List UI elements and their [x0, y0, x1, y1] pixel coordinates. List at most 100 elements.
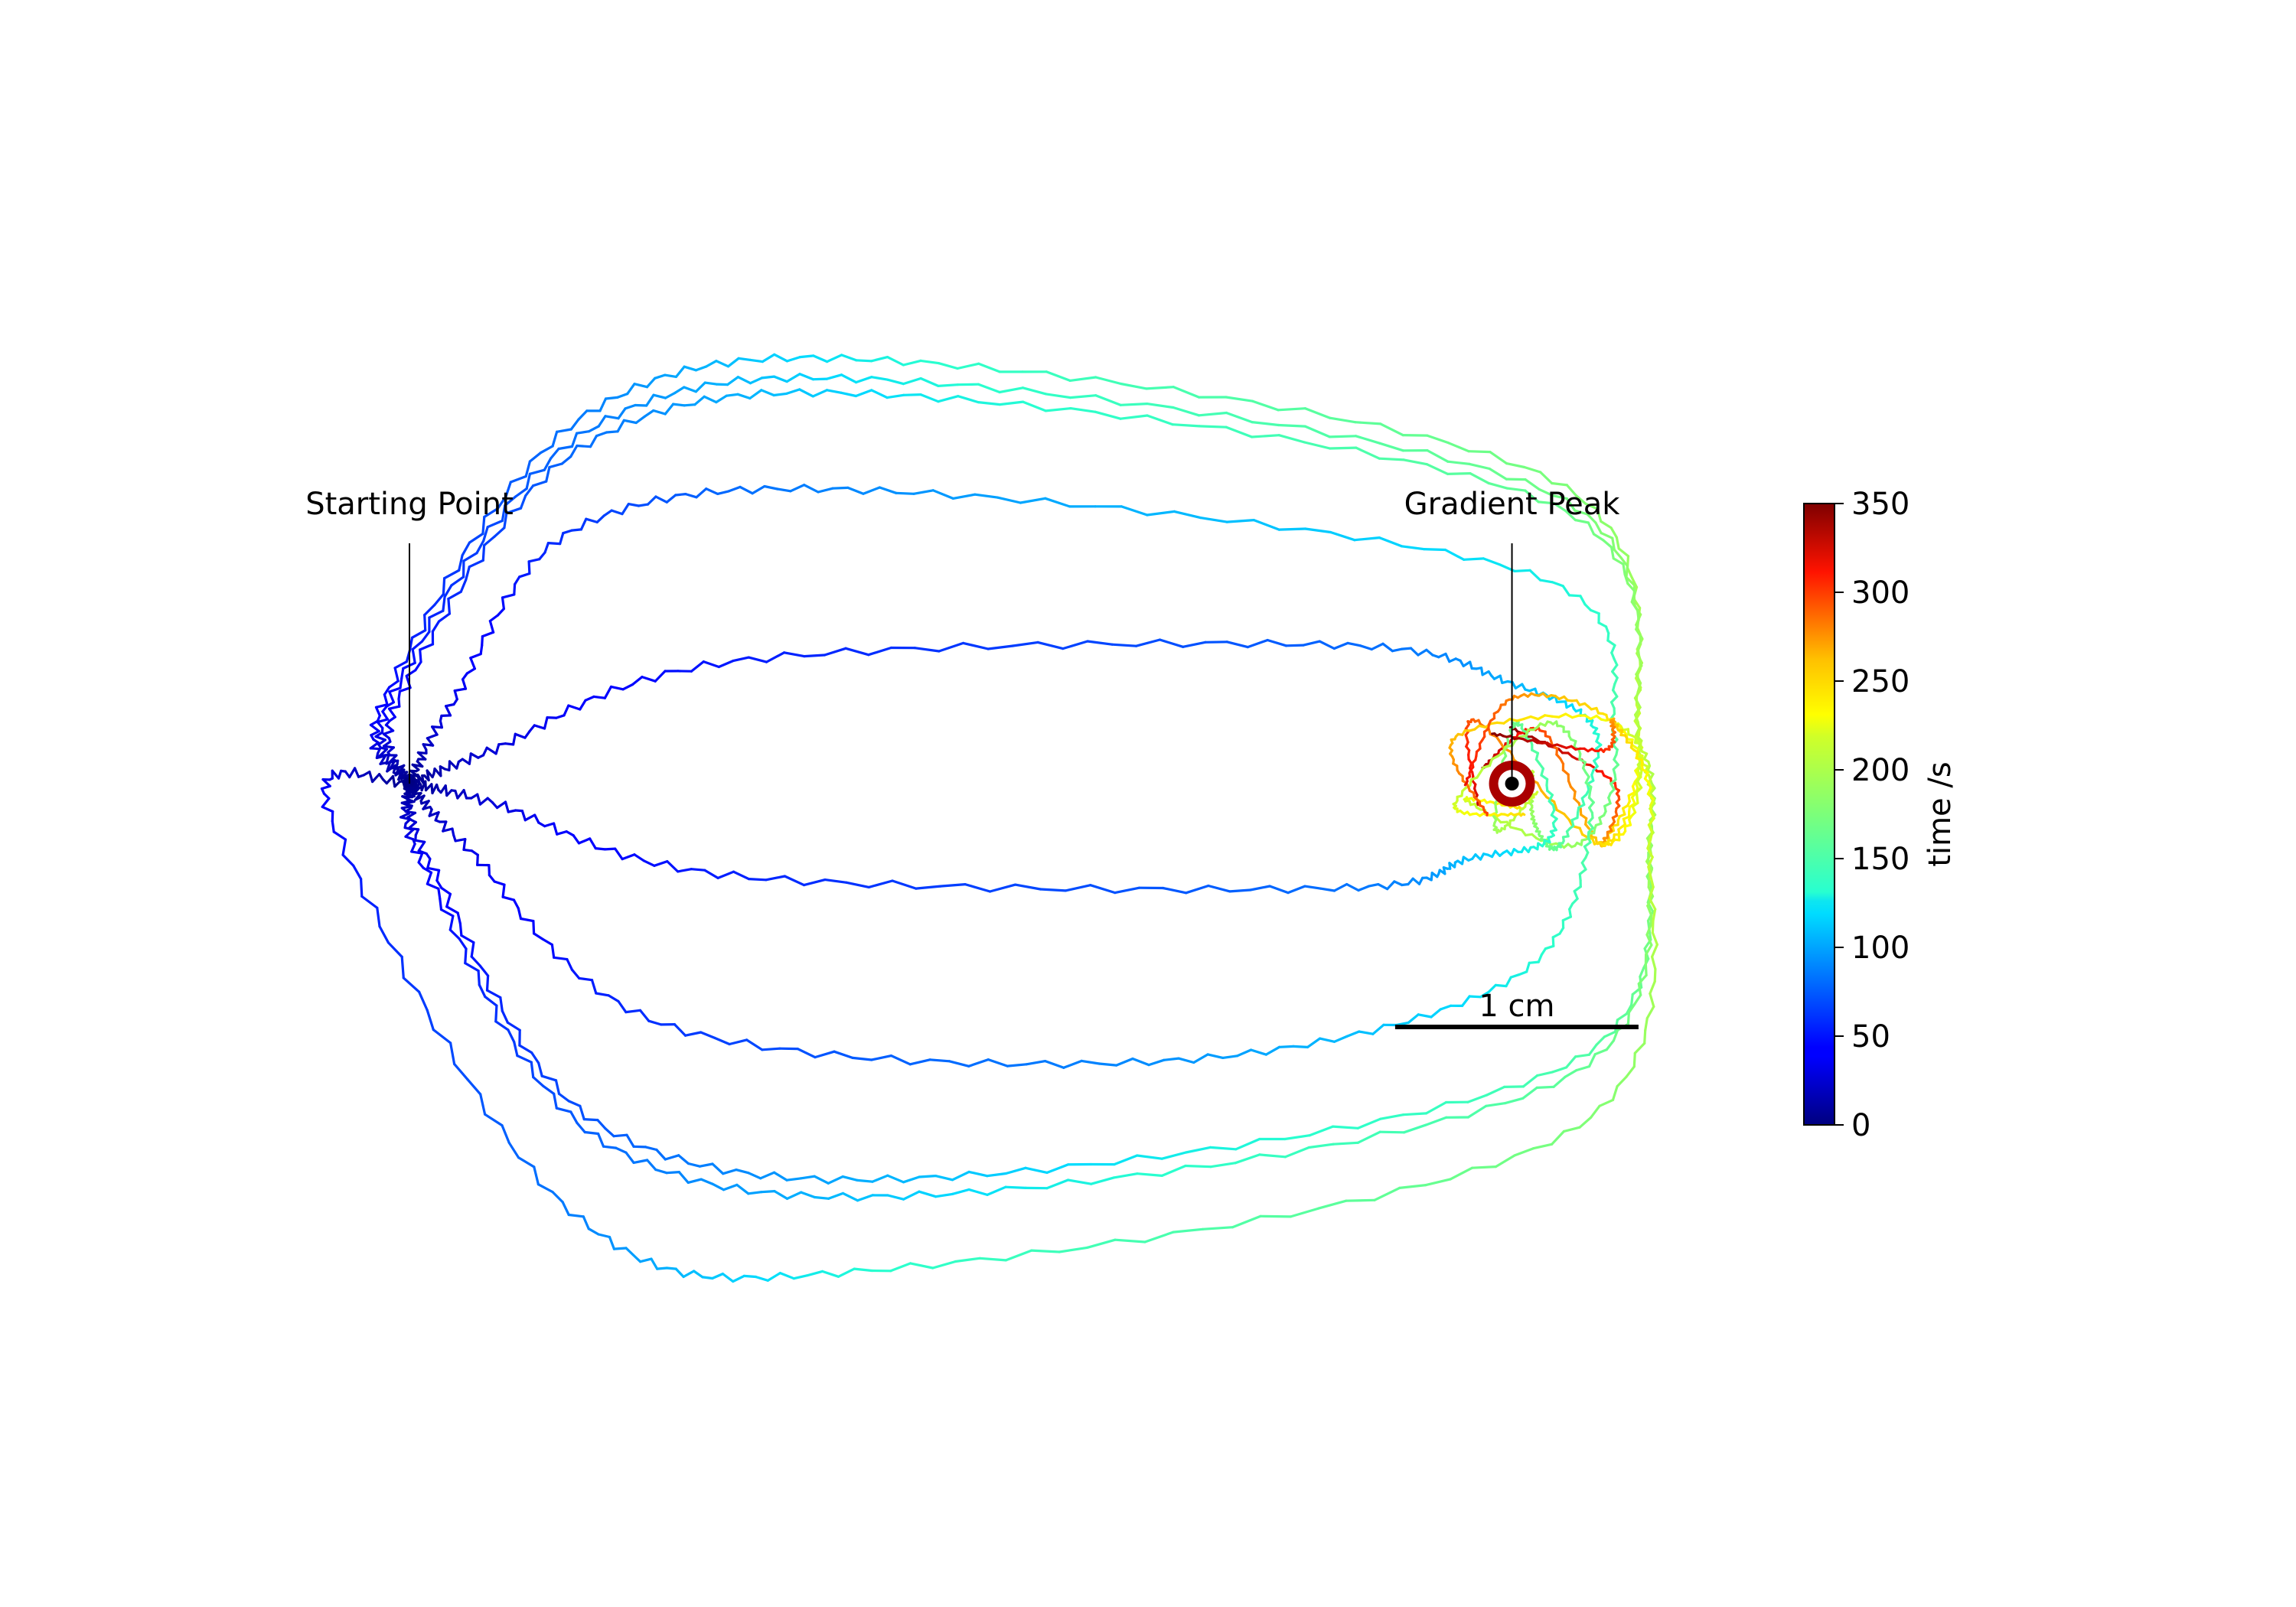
- trajectory-segment: [1505, 478, 1527, 481]
- trajectory-segment: [1551, 581, 1564, 588]
- trajectory-segment: [570, 432, 579, 448]
- trajectory-segment: [376, 718, 390, 724]
- trajectory-segment: [548, 462, 563, 469]
- trajectory-segment: [700, 1031, 716, 1040]
- trajectory-1: [369, 353, 1644, 848]
- trajectory-segment: [519, 917, 535, 923]
- trajectory-segment: [1249, 885, 1271, 892]
- trajectory-segment: [481, 746, 488, 757]
- trajectory-segment: [1651, 919, 1655, 934]
- trajectory-segment: [760, 389, 775, 397]
- trajectory-segment: [650, 1257, 659, 1270]
- trajectory-segment: [1225, 396, 1254, 403]
- trajectory-segment: [1417, 1013, 1433, 1019]
- trajectory-segment: [1358, 644, 1373, 651]
- trajectory-segment: [870, 389, 889, 399]
- trajectory-segment: [1201, 1226, 1234, 1231]
- trajectory-segment: [488, 619, 495, 634]
- trajectory-segment: [735, 1183, 750, 1195]
- trajectory-segment: [915, 885, 942, 890]
- trajectory-segment: [1277, 1045, 1295, 1048]
- trajectory-segment: [747, 877, 768, 882]
- trajectory-segment: [546, 715, 558, 719]
- trajectory-segment: [1146, 510, 1176, 517]
- trajectory-8: [403, 712, 1657, 1185]
- trajectory-segment: [642, 859, 656, 867]
- trajectory-segment: [934, 1174, 954, 1182]
- trajectory-segment: [551, 430, 559, 448]
- trajectory-segment: [643, 409, 655, 418]
- trajectory-segment: [1424, 1116, 1448, 1126]
- trajectory-segment: [614, 1146, 628, 1154]
- trajectory-segment: [785, 373, 801, 383]
- trajectory-segment: [856, 1178, 874, 1183]
- trajectory-segment: [411, 640, 424, 651]
- trajectory-segment: [1605, 1039, 1615, 1051]
- trajectory-segment: [553, 956, 569, 961]
- trajectory-segment: [602, 509, 613, 517]
- trajectory-segment: [1578, 1116, 1593, 1129]
- trajectory-segment: [938, 641, 965, 653]
- trajectory-segment: [428, 609, 445, 619]
- trajectory-segment: [1259, 1214, 1293, 1218]
- trajectory-segment: [853, 1267, 873, 1273]
- trajectory-segment: [1024, 1166, 1049, 1175]
- trajectory-segment: [1633, 993, 1642, 1006]
- trajectory-segment: [511, 732, 517, 746]
- trajectory-segment: [785, 1177, 802, 1182]
- trajectory-segment: [748, 376, 764, 385]
- trajectory-segment: [1539, 471, 1554, 485]
- trajectory-segment: [462, 788, 468, 800]
- trajectory-segment: [1468, 995, 1482, 999]
- trajectory-segment: [453, 689, 458, 701]
- trajectory-segment: [360, 895, 379, 910]
- trajectory-segment: [612, 1133, 628, 1138]
- trajectory-segment: [1085, 1238, 1117, 1250]
- trajectory-segment: [705, 360, 718, 368]
- trajectory-segment: [1598, 1098, 1615, 1107]
- trajectory-segment: [440, 714, 452, 718]
- trajectory-segment: [1447, 442, 1470, 453]
- trajectory-segment: [528, 451, 543, 463]
- trajectory-segment: [1318, 1037, 1336, 1043]
- trajectory-segment: [378, 924, 390, 944]
- trajectory-segment: [937, 395, 960, 403]
- trajectory-segment: [608, 1235, 616, 1250]
- trajectory-segment: [458, 937, 468, 950]
- trajectory-segment: [1648, 928, 1652, 941]
- trajectory-segment: [1626, 582, 1636, 593]
- trajectory-segment: [1636, 609, 1640, 621]
- trajectory-segment: [513, 582, 517, 596]
- trajectory-segment: [530, 1061, 535, 1079]
- trajectory-segment: [1136, 1154, 1163, 1160]
- trajectory-segment: [638, 1009, 651, 1022]
- trajectory-segment: [382, 740, 392, 748]
- trajectory-segment: [1303, 441, 1332, 450]
- trajectory-segment: [621, 853, 636, 861]
- trajectory-segment: [1044, 497, 1071, 508]
- trajectory-segment: [417, 990, 429, 1012]
- trajectory-segment: [919, 359, 940, 365]
- trajectory-segment: [1634, 713, 1639, 724]
- trajectory-segment: [1551, 481, 1569, 487]
- trajectory-segment: [855, 359, 873, 363]
- trajectory-segment: [722, 1183, 739, 1191]
- trajectory-segment: [1110, 643, 1138, 647]
- trajectory-segment: [435, 869, 441, 882]
- trajectory-segment: [468, 752, 472, 765]
- trajectory-segment: [624, 403, 637, 410]
- trajectory-segment: [666, 859, 680, 873]
- trajectory-segment: [1649, 875, 1655, 888]
- trajectory-segment: [1172, 1227, 1205, 1234]
- trajectory-segment: [625, 1247, 634, 1257]
- trajectory-segment: [954, 1257, 981, 1263]
- trajectory-segment: [1529, 715, 1540, 721]
- trajectory-segment: [702, 660, 720, 669]
- trajectory-segment: [595, 431, 608, 438]
- trajectory-segment: [393, 660, 409, 670]
- trajectory-segment: [1592, 533, 1605, 542]
- trajectory-segment: [773, 353, 789, 363]
- trajectory-segment: [578, 976, 594, 982]
- trajectory-segment: [539, 445, 554, 455]
